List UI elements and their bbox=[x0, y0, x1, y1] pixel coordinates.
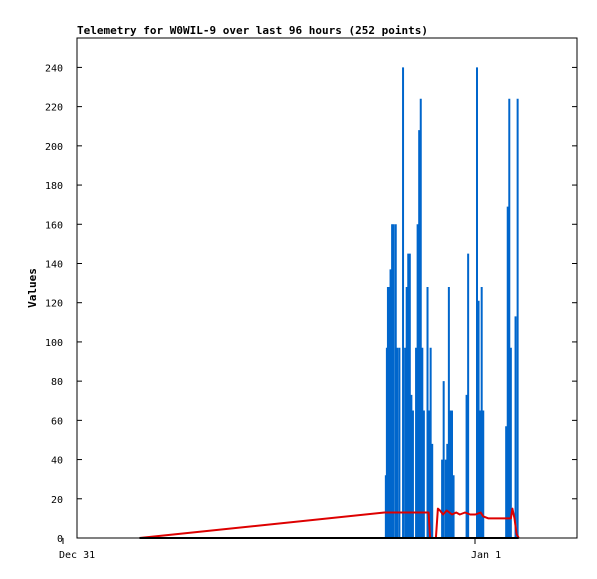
y-tick-label: 200 bbox=[45, 142, 63, 153]
y-tick-label: 40 bbox=[51, 456, 63, 467]
x-tick-label: Jan 1 bbox=[471, 550, 501, 561]
y-tick-label: 180 bbox=[45, 181, 63, 192]
y-tick-label: 80 bbox=[51, 377, 63, 388]
y-tick-label: 0 bbox=[57, 534, 63, 545]
chart-title: Telemetry for W0WIL-9 over last 96 hours… bbox=[77, 24, 428, 37]
plot-frame bbox=[76, 37, 578, 539]
series-1-line bbox=[139, 507, 520, 539]
x-tick-label: Dec 31 bbox=[59, 550, 95, 561]
x-axis-ticks: Dec 31 Jan 1 bbox=[59, 538, 501, 561]
y-tick-label: 140 bbox=[45, 259, 63, 270]
y-tick-label: 100 bbox=[45, 338, 63, 349]
y-tick-label: 160 bbox=[45, 220, 63, 231]
y-tick-label: 220 bbox=[45, 103, 63, 114]
y-tick-label: 240 bbox=[45, 63, 63, 74]
y-tick-label: 120 bbox=[45, 299, 63, 310]
y-tick-label: 60 bbox=[51, 416, 63, 427]
y-tick-label: 20 bbox=[51, 495, 63, 506]
y-axis-label: Values bbox=[26, 268, 39, 308]
y-axis-ticks: 0 20 40 60 80 100 120 140 160 180 200 220 240 bbox=[45, 63, 577, 545]
series-layer bbox=[139, 67, 520, 539]
